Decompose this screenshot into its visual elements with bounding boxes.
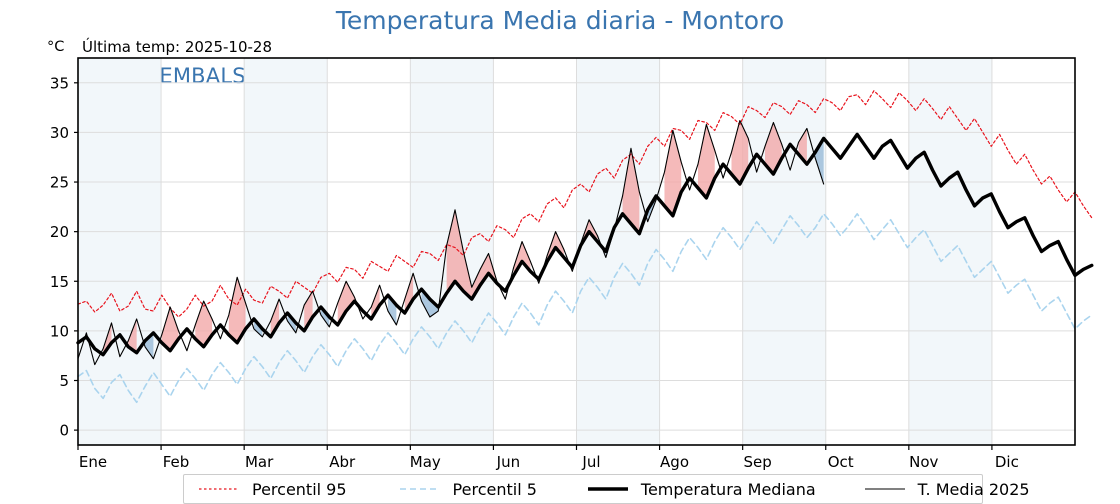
- y-axis-unit-label: °C: [47, 39, 65, 55]
- legend-label-temperatura-mediana: Temperatura Mediana: [640, 479, 816, 499]
- fill-above-median: [304, 291, 313, 331]
- y-tick-label: 10: [50, 322, 69, 340]
- chart-legend: Percentil 95 Percentil 5 Temperatura Med…: [183, 474, 1030, 504]
- x-tick-label: Oct: [828, 453, 854, 471]
- x-tick-label: Ago: [660, 453, 689, 471]
- month-band: [576, 58, 660, 445]
- x-tick-label: Abr: [329, 453, 356, 471]
- x-tick-label: Feb: [163, 453, 190, 471]
- y-tick-label: 25: [50, 174, 69, 192]
- legend-item-percentil-95: Percentil 95: [198, 475, 347, 503]
- y-tick-label: 0: [59, 422, 69, 440]
- legend-swatch-temperatura-mediana: [587, 487, 628, 491]
- month-band: [78, 58, 162, 445]
- x-tick-label: Mar: [245, 453, 274, 471]
- x-tick-label: May: [410, 453, 441, 471]
- month-band: [244, 58, 328, 445]
- fill-below-median: [387, 295, 397, 325]
- fill-above-median: [622, 148, 640, 234]
- legend-label-t-media-2025: T. Media 2025: [917, 479, 1030, 499]
- x-tick-label: Jun: [496, 453, 520, 471]
- legend-label-percentil-5: Percentil 5: [452, 479, 537, 499]
- month-band: [908, 58, 992, 445]
- legend-swatch-percentil-95: [199, 488, 239, 490]
- y-tick-label: 30: [50, 124, 69, 142]
- x-tick-label: Nov: [909, 453, 938, 471]
- x-tick-label: Sep: [743, 453, 771, 471]
- y-tick-label: 35: [50, 74, 69, 92]
- legend-label-percentil-95: Percentil 95: [252, 479, 347, 499]
- x-tick-label: Ene: [79, 453, 107, 471]
- fill-above-median: [195, 301, 213, 347]
- series-temperatura-mediana: [76, 132, 1094, 357]
- series-t-media-2025: [77, 119, 825, 366]
- y-tick-label: 15: [50, 273, 69, 291]
- series-percentil-5: [77, 212, 1093, 404]
- page-title: Temperatura Media diaria - Montoro: [335, 6, 785, 35]
- month-band: [742, 58, 826, 445]
- legend-swatch-percentil-5: [399, 488, 440, 490]
- fill-above-median: [228, 277, 246, 343]
- fill-above-median: [580, 219, 598, 246]
- y-tick-label: 5: [59, 372, 69, 390]
- fill-above-median: [270, 299, 280, 337]
- series-percentil-95: [77, 90, 1093, 318]
- fill-above-median: [404, 273, 414, 314]
- last-temp-label: Última temp: 2025-10-28: [82, 38, 273, 56]
- legend-item-t-media-2025: T. Media 2025: [864, 475, 1030, 503]
- x-tick-label: Jul: [581, 453, 600, 471]
- fill-above-median: [697, 124, 715, 198]
- fill-above-median: [128, 318, 137, 353]
- legend-swatch-t-media-2025: [864, 488, 905, 490]
- legend-item-temperatura-mediana: Temperatura Mediana: [587, 475, 816, 503]
- fill-above-median: [371, 285, 380, 319]
- x-tick-label: Dic: [995, 453, 1019, 471]
- fill-above-median: [161, 307, 179, 351]
- y-tick-label: 20: [50, 223, 69, 241]
- legend-item-percentil-5: Percentil 5: [399, 475, 537, 503]
